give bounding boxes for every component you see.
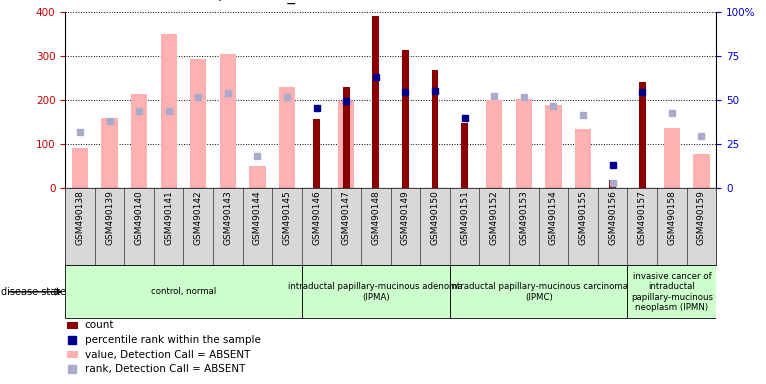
Bar: [190, 59, 206, 188]
Text: GSM490150: GSM490150: [430, 190, 440, 245]
Text: GDS3836 / 236536_at: GDS3836 / 236536_at: [142, 0, 310, 4]
Text: GSM490139: GSM490139: [105, 190, 114, 245]
Text: GSM490156: GSM490156: [608, 190, 617, 245]
Bar: [279, 88, 295, 188]
Bar: [67, 351, 77, 358]
Text: percentile rank within the sample: percentile rank within the sample: [85, 335, 260, 345]
Text: GSM490153: GSM490153: [519, 190, 529, 245]
Bar: [545, 105, 561, 188]
Bar: [372, 16, 379, 188]
Bar: [72, 149, 88, 188]
Text: invasive cancer of
intraductal
papillary-mucinous
neoplasm (IPMN): invasive cancer of intraductal papillary…: [631, 272, 713, 312]
Bar: [663, 127, 680, 188]
Text: GSM490138: GSM490138: [75, 190, 84, 245]
Bar: [131, 94, 147, 188]
Text: rank, Detection Call = ABSENT: rank, Detection Call = ABSENT: [85, 364, 245, 374]
Bar: [67, 322, 77, 329]
Bar: [609, 180, 616, 188]
FancyBboxPatch shape: [302, 265, 450, 318]
Text: GSM490154: GSM490154: [549, 190, 558, 245]
Text: GSM490140: GSM490140: [135, 190, 143, 245]
Text: value, Detection Call = ABSENT: value, Detection Call = ABSENT: [85, 349, 250, 360]
Text: GSM490148: GSM490148: [372, 190, 381, 245]
Text: intraductal papillary-mucinous adenoma
(IPMA): intraductal papillary-mucinous adenoma (…: [289, 282, 463, 301]
Text: GSM490149: GSM490149: [401, 190, 410, 245]
Text: GSM490146: GSM490146: [313, 190, 321, 245]
Bar: [575, 129, 591, 188]
Text: GSM490152: GSM490152: [489, 190, 499, 245]
Text: GSM490158: GSM490158: [667, 190, 676, 245]
Text: GSM490145: GSM490145: [283, 190, 292, 245]
Text: control, normal: control, normal: [151, 287, 216, 296]
Text: GSM490155: GSM490155: [578, 190, 588, 245]
Bar: [431, 70, 438, 188]
Text: GSM490144: GSM490144: [253, 190, 262, 245]
FancyBboxPatch shape: [65, 265, 302, 318]
Bar: [693, 154, 709, 188]
Bar: [101, 118, 118, 188]
Bar: [516, 99, 532, 188]
Text: GSM490159: GSM490159: [697, 190, 706, 245]
Bar: [250, 166, 266, 188]
Text: GSM490141: GSM490141: [164, 190, 173, 245]
Bar: [461, 123, 468, 188]
Bar: [161, 33, 177, 188]
Text: count: count: [85, 320, 114, 330]
Text: intraductal papillary-mucinous carcinoma
(IPMC): intraductal papillary-mucinous carcinoma…: [449, 282, 628, 301]
Bar: [343, 87, 350, 188]
Bar: [486, 100, 502, 188]
Text: GSM490157: GSM490157: [638, 190, 647, 245]
Text: GSM490151: GSM490151: [460, 190, 469, 245]
FancyBboxPatch shape: [450, 265, 627, 318]
Bar: [313, 119, 320, 188]
Text: GSM490147: GSM490147: [342, 190, 351, 245]
Bar: [639, 82, 646, 188]
Bar: [402, 50, 409, 188]
Text: GSM490143: GSM490143: [224, 190, 232, 245]
Bar: [220, 55, 236, 188]
FancyBboxPatch shape: [627, 265, 716, 318]
Bar: [338, 101, 355, 188]
Text: disease state: disease state: [1, 287, 66, 297]
Text: GSM490142: GSM490142: [194, 190, 203, 245]
